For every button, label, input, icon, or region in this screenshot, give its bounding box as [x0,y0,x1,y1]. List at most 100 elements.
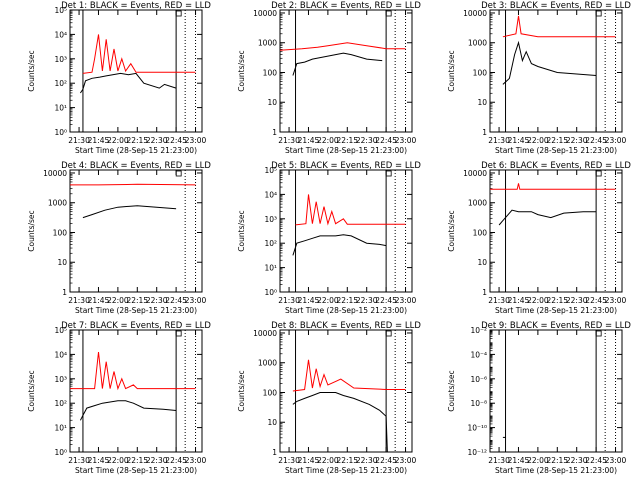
y-tick-label: 10⁻¹⁰ [467,424,487,433]
x-tick-label: 23:00 [605,456,627,465]
y-tick-label: 10 [57,258,67,267]
x-tick-label: 21:30 [68,456,90,465]
x-axis-label: Start Time (28-Sep-15 21:23:00) [495,306,617,315]
y-tick-label: 100 [473,228,488,237]
series-line-lld [70,183,196,186]
x-tick-label: 22:30 [566,296,588,305]
plot-frame [279,9,413,133]
x-tick-label: 21:30 [488,456,510,465]
y-tick-label: 10⁴ [54,30,67,39]
x-axis-label: Start Time (28-Sep-15 21:23:00) [495,146,617,155]
y-tick-label: 10 [267,418,277,427]
plot-frame [69,169,203,293]
y-tick-label: 100 [263,68,278,77]
plot-frame [489,169,623,293]
y-tick-label: 1 [482,128,487,137]
y-tick-label: 100 [263,388,278,397]
y-tick-label: 10000 [43,169,67,178]
x-tick-label: 22:45 [375,296,397,305]
x-tick-label: 22:45 [375,136,397,145]
chart-title: Det 9: BLACK = Events, RED = LLD [481,321,631,331]
x-tick-label: 22:15 [336,456,358,465]
x-tick-label: 21:30 [488,136,510,145]
x-tick-label: 22:45 [165,296,187,305]
chart-panel-6: Det 6: BLACK = Events, RED = LLD 1 10 100 10… [447,161,631,315]
chart-title: Det 7: BLACK = Events, RED = LLD [61,321,211,331]
y-tick-label: 10 [267,98,277,107]
x-tick-label: 22:00 [107,456,129,465]
y-tick-label: 1 [62,288,67,297]
x-tick-label: 22:15 [126,456,148,465]
x-tick-label: 22:30 [356,136,378,145]
series-line-lld [279,42,406,51]
x-tick-label: 21:30 [488,296,510,305]
x-tick-label: 22:00 [527,456,549,465]
marker-square [385,10,392,17]
chart-panel-5: Det 5: BLACK = Events, RED = LLD 10⁰ 10¹ 10… [237,161,421,315]
x-tick-label: 22:15 [546,136,568,145]
y-tick-label: 10⁵ [54,326,67,335]
y-axis-label: Counts/sec [237,50,246,91]
x-tick-label: 23:00 [605,136,627,145]
x-tick-label: 22:15 [336,296,358,305]
chart-title: Det 5: BLACK = Events, RED = LLD [271,161,421,171]
chart-panel-7: Det 7: BLACK = Events, RED = LLD 10⁰ 10¹ 10… [27,321,211,475]
x-axis-label: Start Time (28-Sep-15 21:23:00) [75,306,197,315]
x-tick-label: 23:00 [605,296,627,305]
y-tick-label: 10⁻⁴ [470,350,487,359]
y-tick-label: 1 [272,448,277,457]
series-line-events [292,234,387,256]
y-axis-label: Counts/sec [447,50,456,91]
y-axis-label: Counts/sec [27,210,36,251]
chart-title: Det 1: BLACK = Events, RED = LLD [61,1,211,11]
y-axis-label: Counts/sec [27,50,36,91]
x-tick-label: 23:00 [185,136,207,145]
series-line-lld [82,34,196,74]
chart-panel-9: Det 9: BLACK = Events, RED = LLD 10⁻¹² 10⁻… [447,321,631,475]
y-tick-label: 1000 [468,199,487,208]
x-axis-label: Start Time (28-Sep-15 21:23:00) [75,466,197,475]
x-tick-label: 23:00 [395,296,417,305]
y-tick-label: 10⁴ [54,350,67,359]
x-tick-label: 22:45 [165,136,187,145]
x-tick-label: 22:00 [527,296,549,305]
y-tick-label: 10⁻⁶ [470,375,487,384]
x-tick-label: 22:15 [336,136,358,145]
series-line-events [79,72,177,94]
x-tick-label: 22:30 [356,456,378,465]
y-tick-label: 10² [264,239,277,248]
x-tick-label: 22:30 [146,296,168,305]
y-tick-label: 1 [272,128,277,137]
x-tick-label: 21:45 [88,296,110,305]
chart-title: Det 4: BLACK = Events, RED = LLD [61,161,211,171]
x-axis-label: Start Time (28-Sep-15 21:23:00) [285,306,407,315]
x-tick-label: 22:00 [527,136,549,145]
x-tick-label: 22:15 [126,296,148,305]
x-axis-label: Start Time (28-Sep-15 21:23:00) [285,466,407,475]
x-tick-label: 22:15 [546,296,568,305]
y-axis-label: Counts/sec [237,210,246,251]
y-tick-label: 10¹ [54,104,67,113]
x-tick-label: 21:30 [278,456,300,465]
y-tick-label: 1000 [258,359,277,368]
y-axis-label: Counts/sec [447,370,456,411]
x-tick-label: 22:30 [146,456,168,465]
chart-title: Det 6: BLACK = Events, RED = LLD [481,161,631,171]
y-tick-label: 10⁻⁸ [470,399,487,408]
x-tick-label: 21:30 [68,136,90,145]
x-tick-label: 21:45 [508,296,530,305]
x-tick-label: 22:00 [317,296,339,305]
x-tick-label: 21:45 [88,136,110,145]
plot-frame [279,329,413,453]
x-tick-label: 22:45 [585,456,607,465]
y-tick-label: 100 [473,68,488,77]
y-tick-label: 10⁰ [54,128,67,137]
x-tick-label: 21:30 [68,296,90,305]
x-tick-label: 21:45 [88,456,110,465]
x-tick-label: 22:45 [375,456,397,465]
y-tick-label: 10000 [463,9,487,18]
series-line-events [82,205,177,219]
x-tick-label: 22:30 [146,136,168,145]
y-tick-label: 10000 [253,9,277,18]
